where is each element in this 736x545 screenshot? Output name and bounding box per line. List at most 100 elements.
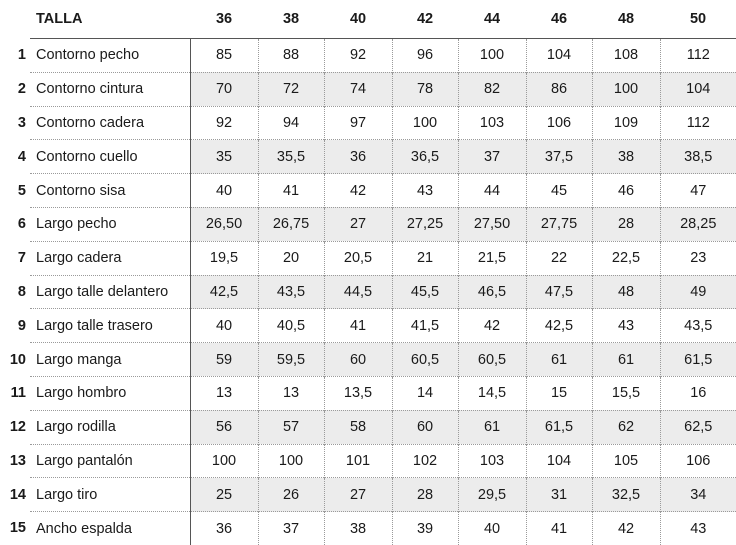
measurement-name: Contorno cintura	[30, 71, 191, 107]
measurement-value: 26	[257, 477, 325, 512]
measurement-value: 60	[323, 342, 393, 377]
size-header: 46	[550, 11, 568, 27]
measurement-value: 43,5	[257, 274, 325, 309]
measurement-value: 45	[525, 173, 593, 208]
table-row: 13 Largo pantalón 100 100 101 102 103 104 105 106	[0, 443, 736, 478]
measurement-value: 100	[457, 38, 527, 73]
table-row: 11 Largo hombro 13 13 13,5 14 14,5 15 15,5 16	[0, 375, 736, 411]
measurement-value: 92	[190, 105, 259, 140]
measurement-value: 61,5	[525, 409, 593, 445]
measurement-value: 36	[323, 139, 393, 174]
measurement-value: 62,5	[659, 409, 736, 445]
measurement-value: 41	[257, 173, 325, 208]
measurement-value: 27,75	[525, 206, 593, 242]
measurement-value: 59	[190, 342, 259, 377]
table-row: 14 Largo tiro 25 26 27 28 29,5 31 32,5 34	[0, 477, 736, 512]
measurement-value: 100	[391, 105, 459, 140]
measurement-value: 40	[190, 308, 259, 343]
measurement-value: 70	[190, 71, 259, 107]
measurement-value: 101	[323, 443, 393, 478]
measurement-value: 41	[323, 308, 393, 343]
row-number: 12	[9, 419, 26, 436]
measurement-value: 61	[525, 342, 593, 377]
measurement-value: 94	[257, 105, 325, 140]
measurement-name: Largo talle trasero	[30, 308, 191, 343]
measurement-value: 32,5	[591, 477, 661, 512]
measurement-value: 61,5	[659, 342, 736, 377]
measurement-value: 45,5	[391, 274, 459, 309]
measurement-value: 60,5	[457, 342, 527, 377]
measurement-name: Contorno cadera	[30, 105, 191, 140]
measurement-value: 41,5	[391, 308, 459, 343]
measurement-value: 37	[257, 511, 325, 545]
measurement-value: 61	[457, 409, 527, 445]
measurement-name: Largo pecho	[30, 206, 191, 242]
measurement-value: 13	[257, 375, 325, 411]
measurement-value: 46,5	[457, 274, 527, 309]
measurement-value: 20,5	[323, 240, 393, 276]
measurement-value: 49	[659, 274, 736, 309]
measurement-name: Largo rodilla	[30, 409, 191, 445]
size-header: 36	[215, 11, 233, 27]
measurement-value: 26,50	[190, 206, 259, 242]
measurement-value: 102	[391, 443, 459, 478]
measurement-value: 86	[525, 71, 593, 107]
measurement-value: 38	[323, 511, 393, 545]
table-row: 3 Contorno cadera 92 94 97 100 103 106 109 112	[0, 105, 736, 140]
measurement-value: 44,5	[323, 274, 393, 309]
measurement-value: 105	[591, 443, 661, 478]
row-number: 13	[9, 452, 26, 469]
header-row: TALLA 36 38 40 42 44 46 48 50	[0, 0, 736, 39]
measurement-value: 97	[323, 105, 393, 140]
measurement-value: 100	[190, 443, 259, 478]
measurement-value: 37	[457, 139, 527, 174]
size-header: 42	[416, 11, 434, 27]
size-header: 44	[483, 11, 501, 27]
measurement-value: 38	[591, 139, 661, 174]
measurement-value: 23	[659, 240, 736, 276]
measurement-value: 27	[323, 477, 393, 512]
measurement-value: 19,5	[190, 240, 259, 276]
measurement-value: 40	[190, 173, 259, 208]
measurement-value: 57	[257, 409, 325, 445]
measurement-value: 43	[391, 173, 459, 208]
measurement-value: 103	[457, 443, 527, 478]
measurement-value: 14,5	[457, 375, 527, 411]
measurement-value: 37,5	[525, 139, 593, 174]
measurement-value: 103	[457, 105, 527, 140]
measurement-value: 28	[391, 477, 459, 512]
measurement-value: 48	[591, 274, 661, 309]
measurement-value: 22,5	[591, 240, 661, 276]
measurement-value: 43	[591, 308, 661, 343]
measurement-value: 43	[659, 511, 736, 545]
row-number: 7	[17, 250, 26, 267]
measurement-value: 112	[659, 38, 736, 73]
measurement-value: 13	[190, 375, 259, 411]
table-row: 10 Largo manga 59 59,5 60 60,5 60,5 61 61 61,5	[0, 342, 736, 377]
row-number: 1	[17, 47, 26, 64]
measurement-value: 104	[525, 38, 593, 73]
measurement-value: 27,50	[457, 206, 527, 242]
measurement-name: Contorno pecho	[30, 38, 191, 73]
size-header: 38	[282, 11, 300, 27]
measurement-value: 96	[391, 38, 459, 73]
measurement-value: 35	[190, 139, 259, 174]
size-header: 50	[689, 11, 707, 27]
measurement-name: Ancho espalda	[30, 511, 191, 545]
table-body: 1 Contorno pecho 85 88 92 96 100 104 108 112 2 Cont…	[0, 38, 736, 545]
measurement-value: 39	[391, 511, 459, 545]
measurement-value: 42	[323, 173, 393, 208]
measurement-value: 104	[659, 71, 736, 107]
size-header: 48	[617, 11, 635, 27]
table-row: 15 Ancho espalda 36 37 38 39 40 41 42 43	[0, 511, 736, 545]
measurement-value: 36,5	[391, 139, 459, 174]
measurement-value: 61	[591, 342, 661, 377]
measurement-value: 85	[190, 38, 259, 73]
table-row: 1 Contorno pecho 85 88 92 96 100 104 108 112	[0, 38, 736, 73]
measurement-value: 25	[190, 477, 259, 512]
measurement-value: 60	[391, 409, 459, 445]
row-number: 8	[17, 283, 26, 300]
measurement-value: 100	[257, 443, 325, 478]
measurement-value: 21	[391, 240, 459, 276]
